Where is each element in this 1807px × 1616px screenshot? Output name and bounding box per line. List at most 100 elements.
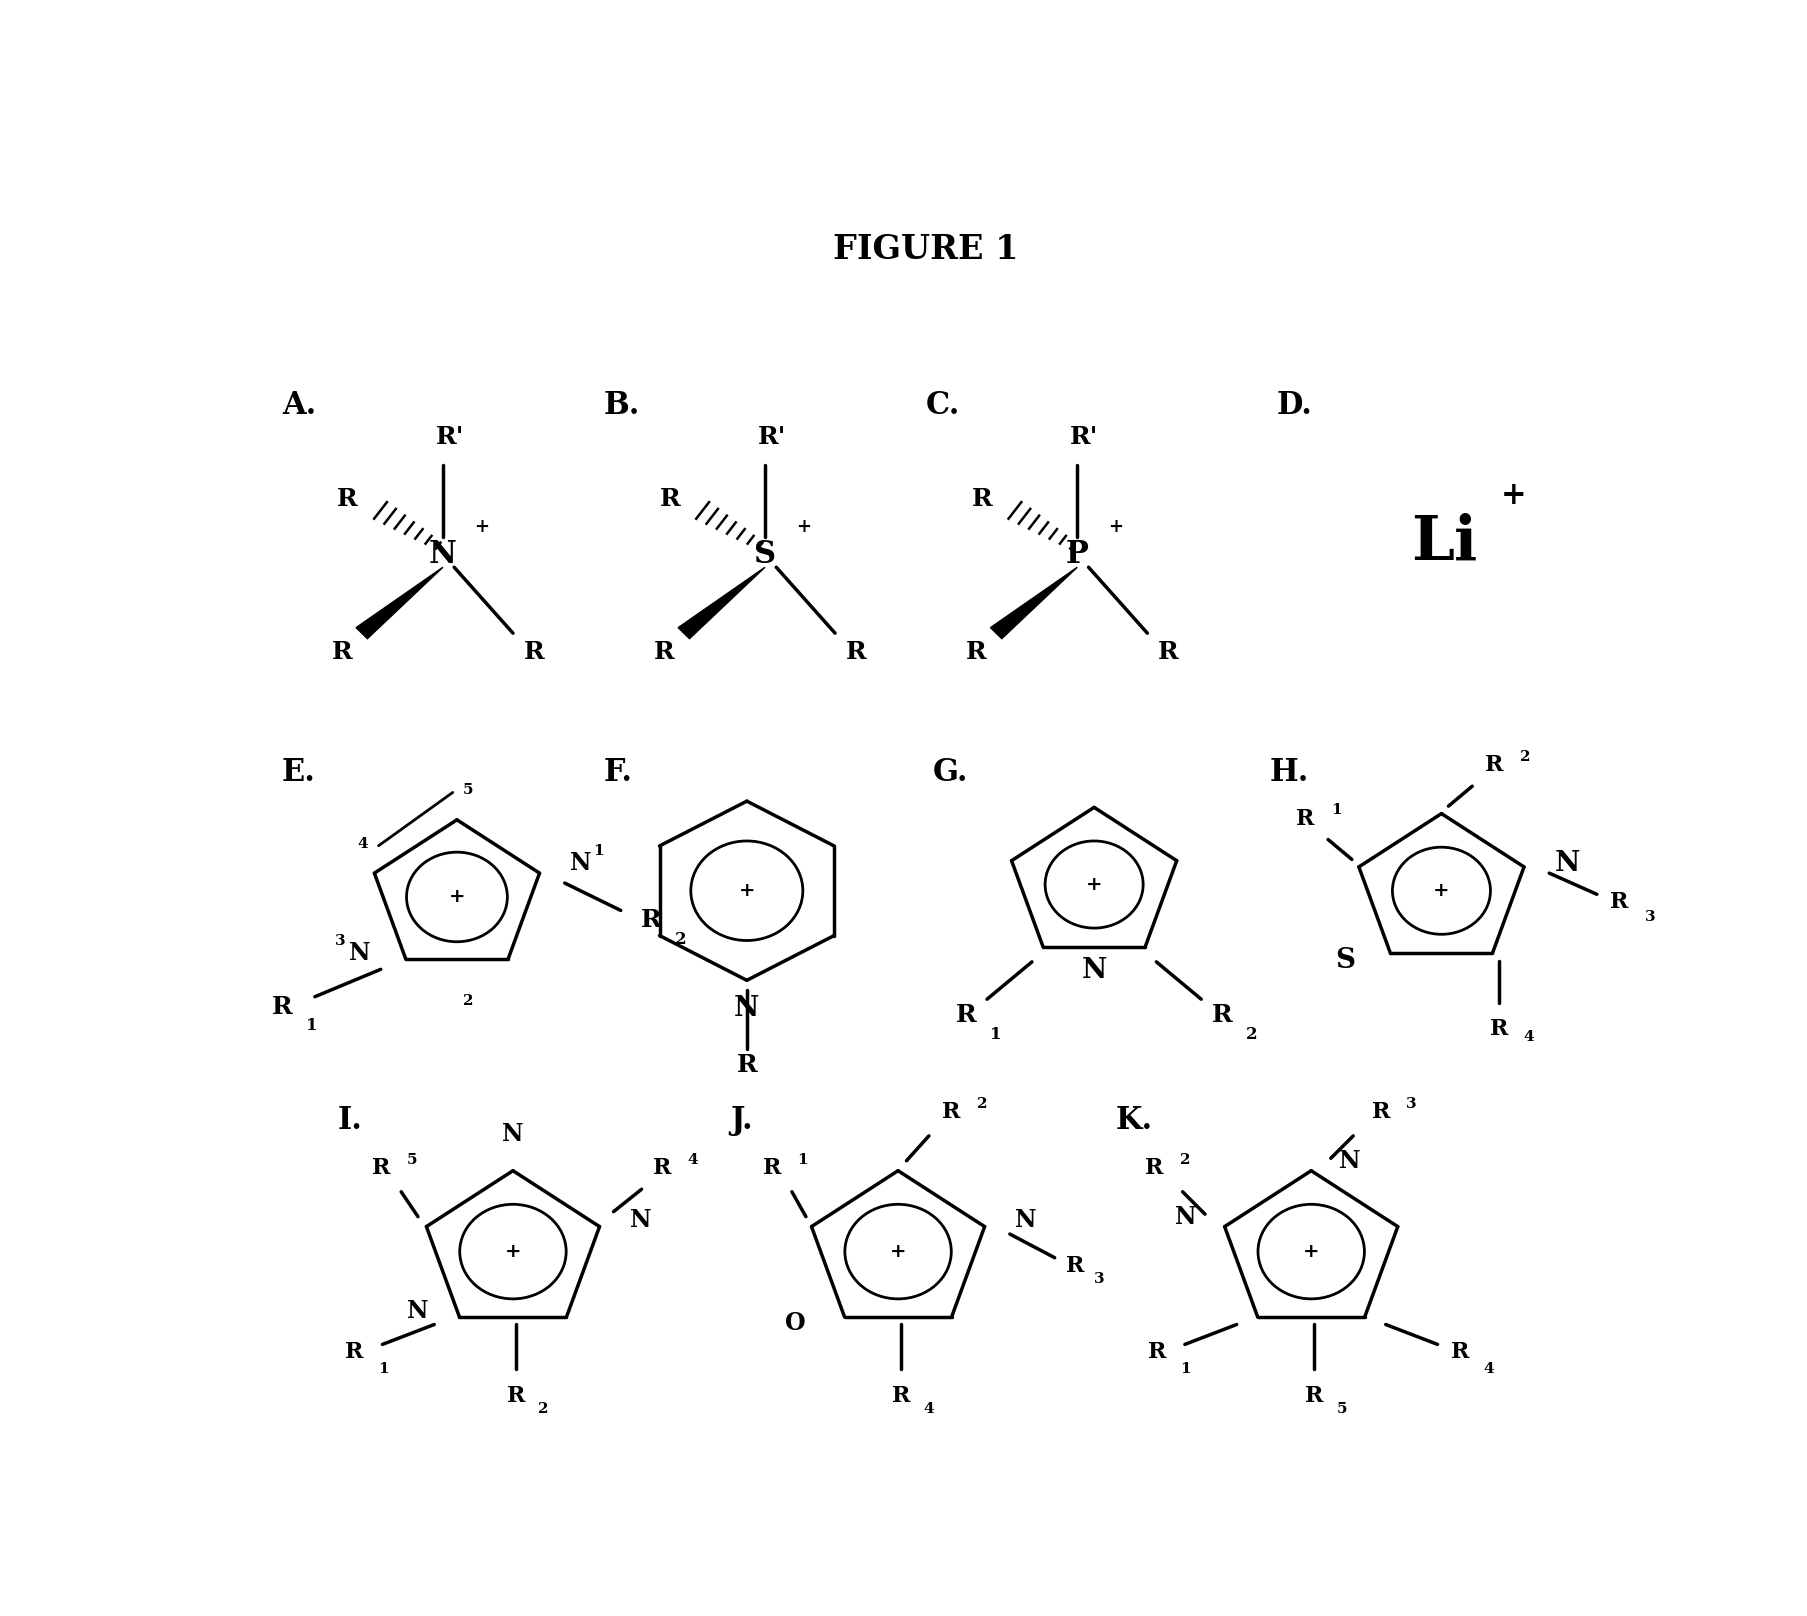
Text: R: R [1451,1341,1469,1362]
Text: N: N [349,941,370,965]
Text: R: R [1146,1157,1164,1180]
Text: 2: 2 [976,1097,987,1110]
Text: 2: 2 [538,1401,549,1416]
Text: S: S [754,540,775,570]
Text: R: R [1305,1385,1323,1408]
Text: R: R [660,486,679,511]
Text: R: R [654,1157,672,1180]
Text: +: + [1433,882,1449,900]
Text: +: + [1303,1243,1319,1260]
Text: O: O [784,1311,806,1335]
Text: R: R [641,908,661,932]
Text: R: R [506,1385,526,1408]
Text: 1: 1 [797,1152,808,1167]
Text: 5: 5 [407,1152,417,1167]
Text: N: N [734,995,759,1023]
Text: R': R' [1070,425,1099,449]
Text: 1: 1 [1180,1362,1191,1377]
Text: 3: 3 [334,934,345,947]
Text: R: R [1147,1341,1166,1362]
Text: R: R [1066,1256,1084,1277]
Text: R': R' [435,425,464,449]
Text: 4: 4 [923,1401,934,1416]
Text: R: R [1212,1004,1232,1028]
Text: 3: 3 [1644,910,1655,924]
Text: N: N [1554,850,1579,876]
Text: R: R [372,1157,390,1180]
Text: 2: 2 [1247,1026,1258,1042]
Text: R: R [524,640,544,664]
Text: S: S [1335,947,1355,974]
Text: +: + [889,1243,907,1260]
Text: A.: A. [282,389,316,420]
Text: R: R [967,640,987,664]
Text: R: R [1372,1102,1390,1123]
Text: 4: 4 [1523,1031,1534,1044]
Text: 2: 2 [463,994,473,1008]
Text: 1: 1 [307,1016,318,1034]
Text: 4: 4 [1484,1362,1494,1377]
Text: J.: J. [730,1105,754,1136]
Text: 3: 3 [1093,1272,1104,1286]
Text: R: R [332,640,352,664]
Text: R: R [1491,1018,1509,1039]
Text: N: N [631,1209,652,1233]
Text: 3: 3 [1406,1097,1417,1110]
Text: C.: C. [925,389,961,420]
Text: N: N [1016,1209,1037,1233]
Text: +: + [448,887,464,907]
Text: +: + [1500,480,1525,511]
Text: G.: G. [932,756,969,789]
Text: N: N [1081,957,1108,984]
Text: K.: K. [1115,1105,1153,1136]
Text: R: R [891,1385,911,1408]
Text: +: + [1108,519,1124,537]
Text: 4: 4 [688,1152,698,1167]
Text: I.: I. [338,1105,363,1136]
Text: R: R [338,486,358,511]
Text: E.: E. [282,756,316,789]
Text: R: R [846,640,866,664]
Polygon shape [356,567,443,638]
Text: FIGURE 1: FIGURE 1 [833,233,1019,267]
Text: H.: H. [1269,756,1308,789]
Text: +: + [473,519,488,537]
Text: 5: 5 [463,784,473,797]
Text: R: R [654,640,674,664]
Polygon shape [678,567,764,638]
Text: B.: B. [604,389,640,420]
Text: 2: 2 [1180,1152,1191,1167]
Text: D.: D. [1276,389,1312,420]
Text: R: R [273,995,293,1018]
Text: +: + [795,519,811,537]
Text: N: N [407,1299,428,1324]
Text: 1: 1 [593,844,604,858]
Text: 4: 4 [358,837,369,850]
Text: F.: F. [604,756,632,789]
Text: +: + [504,1243,520,1260]
Text: 1: 1 [1332,803,1341,818]
Text: 2: 2 [676,931,687,947]
Text: R: R [941,1102,961,1123]
Text: N: N [1175,1204,1196,1228]
Text: R: R [956,1004,976,1028]
Text: 1: 1 [378,1362,389,1377]
Text: R: R [345,1341,363,1362]
Text: N: N [428,540,457,570]
Text: R': R' [757,425,786,449]
Text: +: + [1086,876,1102,894]
Text: R: R [1610,890,1628,913]
Text: N: N [502,1122,524,1146]
Text: R: R [763,1157,781,1180]
Text: R: R [1158,640,1178,664]
Text: 2: 2 [1520,750,1531,764]
Text: 5: 5 [1337,1401,1346,1416]
Text: N: N [1339,1149,1361,1173]
Text: N: N [571,852,593,876]
Text: P: P [1066,540,1090,570]
Text: 1: 1 [990,1026,1001,1042]
Polygon shape [990,567,1077,638]
Text: Li: Li [1411,512,1478,572]
Text: R: R [972,486,992,511]
Text: R: R [1485,755,1503,776]
